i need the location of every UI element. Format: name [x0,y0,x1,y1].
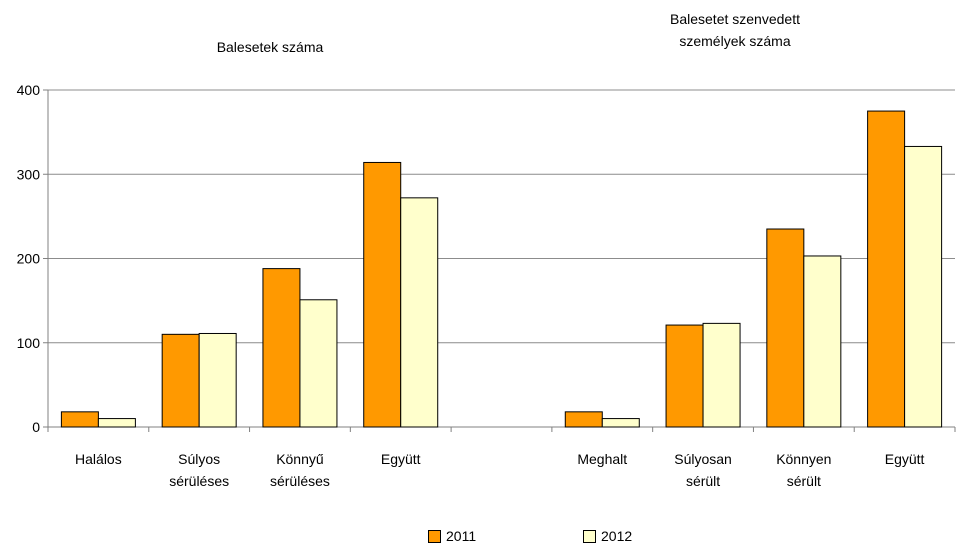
bar-2011-2 [262,268,301,428]
y-tick-label-400: 400 [17,82,41,98]
bar-2012-3 [400,197,439,428]
x-tick-label-1-1: sérüléses [169,473,229,489]
legend-swatch-2012 [583,529,596,543]
bar-2012-1 [198,332,237,428]
bar-chart: 0 100 200 300 400 Halálos Súlyos sérüléses Könny… [17,82,956,489]
group-title-accidents: Balesetek száma [216,39,324,55]
y-tick-label-200: 200 [17,251,41,267]
x-tick-label-6-0: Súlyosan [674,451,732,467]
bar-2011-5 [564,411,603,428]
x-tick-label-3-0: Együtt [381,451,421,467]
bar-2012-5 [601,418,640,428]
y-tick-label-0: 0 [32,419,40,435]
bar-2011-3 [363,161,402,428]
x-tick-label-8-0: Együtt [885,451,925,467]
bar-2012-6 [702,322,741,428]
bar-2011-0 [60,411,99,428]
x-tick-label-2-1: sérüléses [270,473,330,489]
bar-2012-0 [97,418,136,428]
bar-2012-2 [299,299,338,428]
y-tick-label-300: 300 [17,166,41,182]
legend-item-2012: 2012 [583,528,632,544]
legend-swatch-2011 [428,529,441,543]
x-tick-label-0-0: Halálos [75,451,122,467]
x-tick-label-7-1: sérült [787,473,821,489]
bar-2011-8 [867,110,906,428]
bar-2011-6 [665,324,704,428]
bar-2011-1 [161,333,200,428]
x-tick-label-5-0: Meghalt [577,451,627,467]
x-tick-label-7-0: Könnyen [776,451,831,467]
y-tick-label-100: 100 [17,335,41,351]
x-tick-label-1-0: Súlyos [178,451,220,467]
x-tick-label-6-1: sérült [686,473,720,489]
group-title-injured-persons: Balesetet szenvedett személyek száma [670,11,800,49]
x-tick-label-2-0: Könnyű [276,451,324,467]
legend-item-2011: 2011 [428,528,476,544]
legend-label-2012: 2012 [601,528,633,544]
legend-label-2011: 2011 [446,528,477,544]
bar-2012-7 [803,255,842,428]
bar-2012-8 [904,145,943,428]
bar-2011-7 [766,228,805,428]
